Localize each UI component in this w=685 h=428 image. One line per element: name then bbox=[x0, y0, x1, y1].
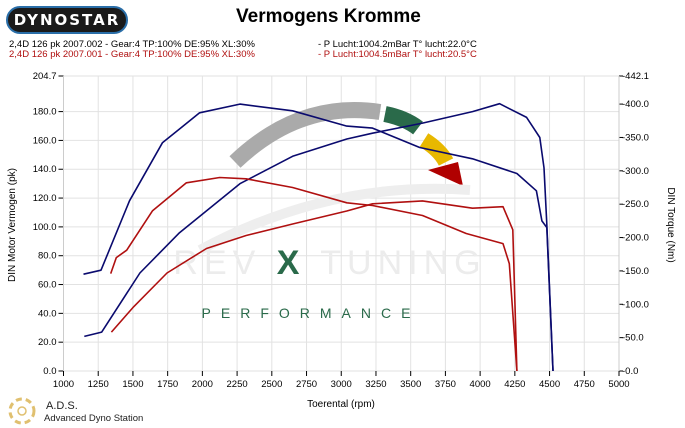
x-tick-label: 1500 bbox=[122, 379, 143, 390]
x-tick-label: 5000 bbox=[608, 379, 629, 390]
x-tick-label: 1250 bbox=[88, 379, 109, 390]
chart-title: Vermogens Kromme bbox=[236, 6, 421, 27]
y-tick-label: 140.0 bbox=[33, 164, 57, 175]
x-tick-label: 1750 bbox=[157, 379, 178, 390]
x-tick-label: 2000 bbox=[192, 379, 213, 390]
y-tick-label: 160.0 bbox=[33, 135, 57, 146]
gauge-arc-gray bbox=[229, 102, 382, 168]
y2-tick-label: -300.0 bbox=[622, 166, 649, 177]
y2-tick-label: -200.0 bbox=[622, 233, 649, 244]
y2-tick-label: -442.1 bbox=[622, 71, 649, 82]
y-tick-label: 180.0 bbox=[33, 107, 57, 118]
x-tick-label: 2750 bbox=[296, 379, 317, 390]
revx-watermark: REV X TUNING PERFORMANCE bbox=[173, 102, 486, 321]
y2-tick-label: -50.0 bbox=[622, 333, 644, 344]
y2-tick-label: -400.0 bbox=[622, 99, 649, 110]
y-tick-label: 20.0 bbox=[38, 337, 57, 348]
y-tick-label: 120.0 bbox=[33, 193, 57, 204]
x-tick-label: 4250 bbox=[504, 379, 525, 390]
x-tick-label: 4750 bbox=[574, 379, 595, 390]
run1-conditions: - P Lucht:1004.2mBar T° lucht:22.0°C bbox=[318, 39, 477, 50]
y2-tick-label: -100.0 bbox=[622, 299, 649, 310]
y-tick-label: 80.0 bbox=[38, 251, 57, 262]
x-tick-label: 4500 bbox=[539, 379, 560, 390]
x-tick-label: 4000 bbox=[470, 379, 491, 390]
x-tick-label: 1000 bbox=[53, 379, 74, 390]
series-2007.001-power bbox=[110, 200, 518, 372]
y-tick-label: 0.0 bbox=[43, 366, 56, 377]
watermark-tagline: PERFORMANCE bbox=[202, 305, 421, 321]
dynostar-logo: DYNOSTAR bbox=[6, 6, 128, 34]
axes: 1000 1250 1500 1750 2000 2250 2500 2750 3000 3250… bbox=[33, 71, 649, 390]
run2-conditions: - P Lucht:1004.5mBar T° lucht:20.5°C bbox=[318, 49, 477, 60]
run2-description: 2,4D 126 pk 2007.001 - Gear:4 TP:100% DE… bbox=[9, 49, 255, 60]
y-tick-label: 204.7 bbox=[33, 71, 57, 82]
series-lines bbox=[83, 102, 554, 372]
y2-tick-label: -150.0 bbox=[622, 266, 649, 277]
x-tick-label: 3750 bbox=[435, 379, 456, 390]
x-tick-label: 3000 bbox=[331, 379, 352, 390]
gauge-arc-green bbox=[383, 106, 423, 135]
watermark-brand: REV X TUNING bbox=[173, 244, 486, 282]
y-tick-label: 40.0 bbox=[38, 308, 57, 319]
x-tick-label: 3250 bbox=[365, 379, 386, 390]
x-tick-label: 2500 bbox=[261, 379, 282, 390]
series-2007.001-torque bbox=[109, 176, 518, 372]
y2-axis-label: DIN Torque (Nm) bbox=[665, 187, 676, 262]
series-2007.002-torque bbox=[83, 103, 554, 372]
y-tick-label: 60.0 bbox=[38, 280, 57, 291]
ads-brand: A.D.S. bbox=[46, 400, 78, 412]
grid bbox=[63, 75, 620, 372]
y2-tick-label: -250.0 bbox=[622, 199, 649, 210]
swoosh bbox=[197, 183, 471, 255]
series-2007.002-power bbox=[84, 102, 554, 372]
y-tick-label: 100.0 bbox=[33, 222, 57, 233]
y-axis-label: DIN Motor Vermogen (pk) bbox=[7, 168, 18, 282]
gauge-arc-red bbox=[428, 162, 463, 186]
run1-description: 2,4D 126 pk 2007.002 - Gear:4 TP:100% DE… bbox=[9, 39, 255, 50]
ads-logo-icon bbox=[8, 397, 36, 425]
y2-tick-label: -350.0 bbox=[622, 132, 649, 143]
x-axis-label: Toerental (rpm) bbox=[307, 399, 375, 410]
x-tick-label: 2250 bbox=[227, 379, 248, 390]
y2-tick-label: -0.0 bbox=[622, 366, 638, 377]
ads-subtitle: Advanced Dyno Station bbox=[44, 413, 144, 424]
x-tick-label: 3500 bbox=[400, 379, 421, 390]
